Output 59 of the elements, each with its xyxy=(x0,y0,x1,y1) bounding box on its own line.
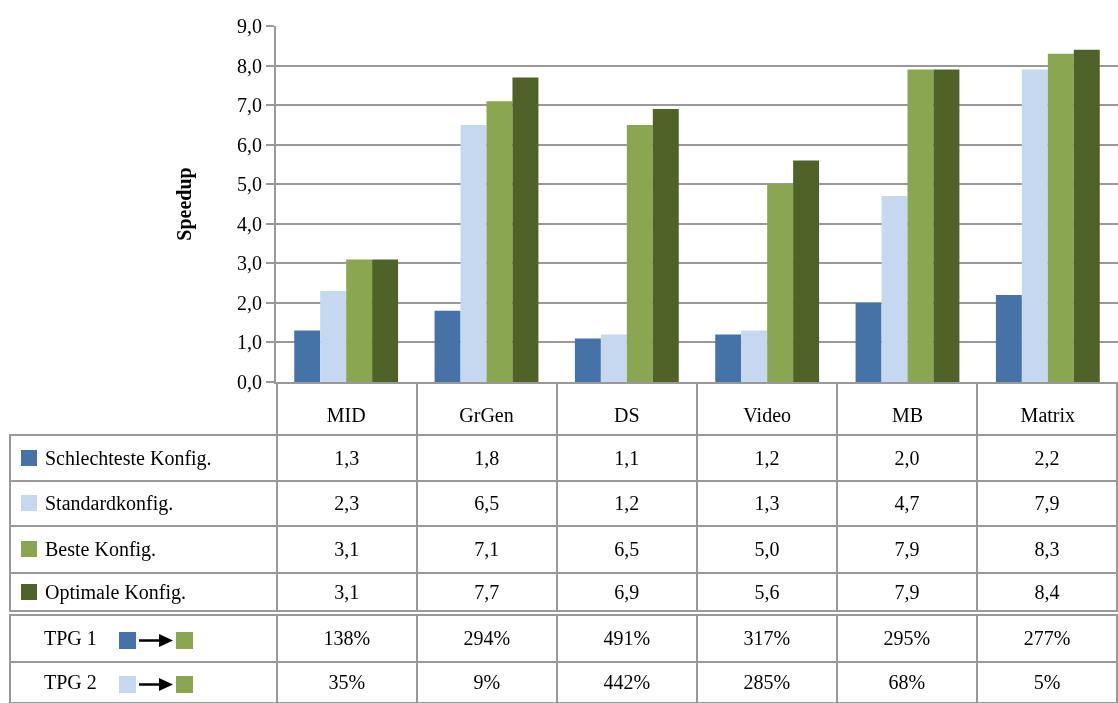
text: 9% xyxy=(416,662,557,703)
data-label: 1,2 xyxy=(556,481,697,526)
text: 138% xyxy=(276,613,417,662)
y-tick-label: 9,0 xyxy=(237,15,262,37)
text: TPG 2 xyxy=(44,671,98,694)
legend-label: Schlechteste Konfig. xyxy=(10,435,277,481)
data-label: 6,9 xyxy=(556,573,697,613)
x-tick-label: MB xyxy=(891,404,924,426)
data-label: 2,3 xyxy=(276,481,417,526)
data-label: 2,2 xyxy=(976,435,1117,481)
y-axis-title: Speedup xyxy=(173,167,196,241)
text: 317% xyxy=(696,613,837,662)
data-label: 4,7 xyxy=(836,481,977,526)
text: 442% xyxy=(556,662,697,703)
x-tick-label: MID xyxy=(326,404,366,426)
text: TPG 1 xyxy=(44,627,98,650)
legend-label: Optimale Konfig. xyxy=(10,573,277,613)
data-label: 1,1 xyxy=(556,435,697,481)
data-label: 1,3 xyxy=(276,435,417,481)
data-label: 5,6 xyxy=(696,573,837,613)
text: 35% xyxy=(276,662,417,703)
data-label: 1,3 xyxy=(696,481,837,526)
y-tick-label: 6,0 xyxy=(237,133,262,156)
data-label: 7,9 xyxy=(836,573,977,613)
y-tick-label: 3,0 xyxy=(237,252,262,275)
text: 68% xyxy=(836,662,977,703)
x-tick-label: Matrix xyxy=(1020,404,1076,426)
data-label: 1,8 xyxy=(416,435,557,481)
data-label: 7,1 xyxy=(416,526,557,573)
data-label: 3,1 xyxy=(276,526,417,573)
y-tick-label: 5,0 xyxy=(237,173,262,196)
text: 491% xyxy=(556,613,697,662)
data-label: 6,5 xyxy=(556,526,697,573)
data-label: 7,9 xyxy=(976,481,1117,526)
y-tick-label: 1,0 xyxy=(237,331,262,354)
data-label: 5,0 xyxy=(696,526,837,573)
data-label: 7,9 xyxy=(836,526,977,573)
x-tick-label: DS xyxy=(614,404,640,426)
data-label: 3,1 xyxy=(276,573,417,613)
data-label: 7,7 xyxy=(416,573,557,613)
y-tick-label: 0,0 xyxy=(237,371,262,393)
text: 5% xyxy=(976,662,1117,703)
text: 294% xyxy=(416,613,557,662)
data-label: 2,0 xyxy=(836,435,977,481)
data-label: 8,3 xyxy=(976,526,1117,573)
data-label: 1,2 xyxy=(696,435,837,481)
y-tick-label: 2,0 xyxy=(237,291,262,314)
legend-label: Beste Konfig. xyxy=(10,526,277,573)
data-label: 6,5 xyxy=(416,481,557,526)
text: 277% xyxy=(976,613,1117,662)
y-tick-label: 8,0 xyxy=(237,54,262,77)
x-tick-label: Video xyxy=(743,404,792,426)
legend-label: Standardkonfig. xyxy=(10,481,277,526)
x-tick-label: GrGen xyxy=(459,404,514,426)
y-tick-label: 7,0 xyxy=(237,94,262,117)
data-label: 8,4 xyxy=(976,573,1117,613)
text: 285% xyxy=(696,662,837,703)
y-tick-label: 4,0 xyxy=(237,212,262,235)
text: 295% xyxy=(836,613,977,662)
